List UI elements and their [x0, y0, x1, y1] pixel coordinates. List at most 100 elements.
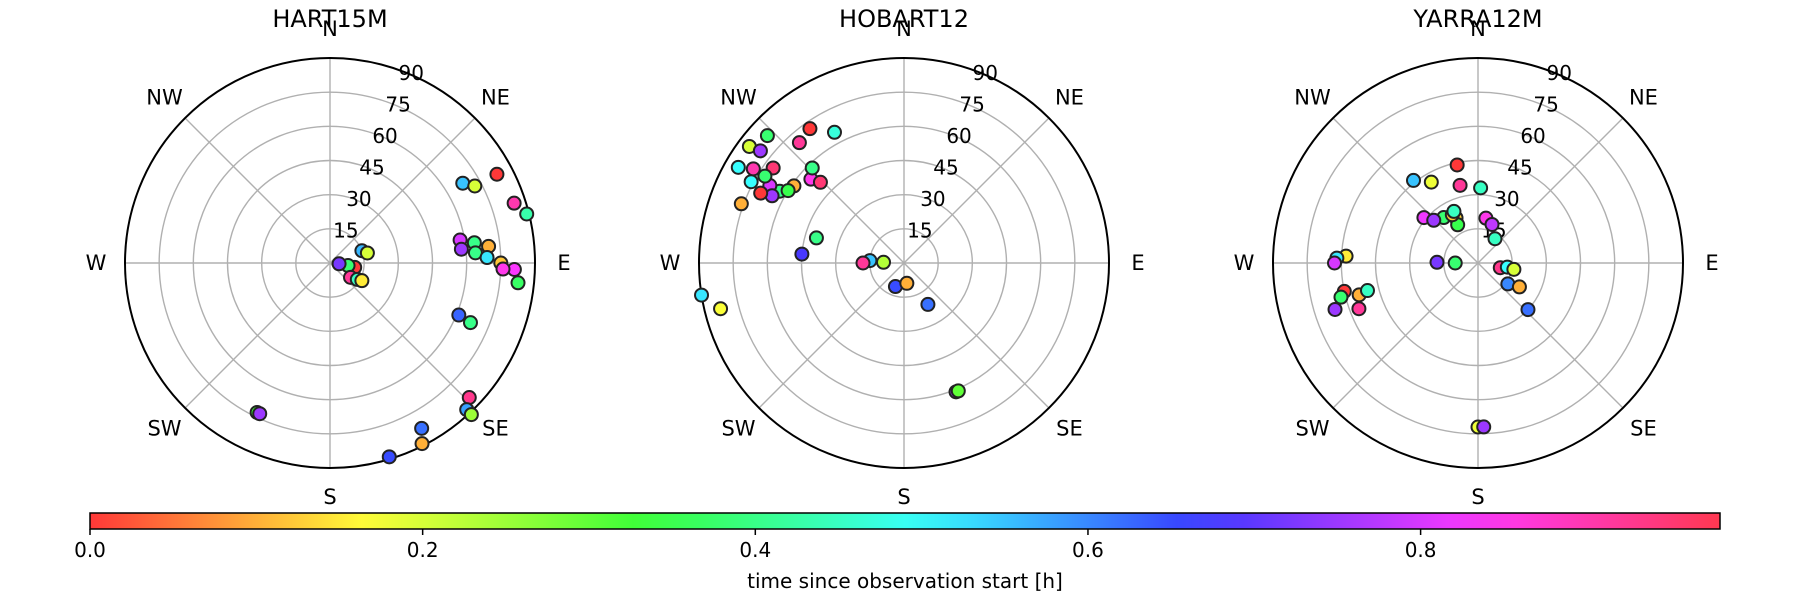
data-point [780, 183, 796, 199]
direction-label: SW [1295, 416, 1329, 440]
data-point [1429, 254, 1445, 270]
data-point [802, 121, 818, 137]
grid-spoke [329, 262, 476, 409]
data-point [733, 196, 749, 212]
data-point [1333, 289, 1349, 305]
radial-tick-label: 90 [398, 61, 423, 85]
radial-tick-label: 30 [346, 187, 371, 211]
data-point [752, 143, 768, 159]
data-point [1351, 301, 1367, 317]
plot-title: HART15M [272, 5, 387, 33]
direction-label: N [896, 17, 912, 41]
data-point [753, 185, 769, 201]
radial-tick-label: 75 [959, 92, 984, 116]
data-point [331, 256, 347, 272]
direction-label: W [660, 251, 681, 275]
data-point [510, 275, 526, 291]
grid-spoke [329, 117, 476, 264]
direction-label: SW [721, 416, 755, 440]
data-point [1487, 231, 1503, 247]
data-point [794, 246, 810, 262]
data-point [381, 449, 397, 465]
data-point [252, 406, 268, 422]
data-points [694, 121, 966, 400]
data-point [1511, 279, 1527, 295]
data-point [1476, 419, 1492, 435]
direction-label: NE [481, 86, 510, 110]
data-point [1446, 203, 1462, 219]
radial-tick-label: 45 [1507, 155, 1532, 179]
data-point [1359, 283, 1375, 299]
colorbar-tick-label: 0.8 [1405, 538, 1437, 562]
direction-label: NW [146, 86, 183, 110]
data-point [745, 161, 761, 177]
colorbar-tick-label: 0.2 [407, 538, 439, 562]
direction-label: W [86, 251, 107, 275]
polar-plot-hobart12: HOBART12 15 30 45 60 75 90 E NE N NW W SW S SE [660, 5, 1145, 509]
data-points [1327, 157, 1536, 435]
data-point [463, 407, 479, 423]
direction-label: SE [1056, 416, 1083, 440]
data-point [1447, 255, 1463, 271]
direction-label: SE [482, 416, 509, 440]
direction-label: NW [1294, 86, 1331, 110]
colorbar: time since observation start [h] 0.0 0.2 0… [74, 512, 1721, 593]
data-point [451, 307, 467, 323]
grid-spoke [903, 262, 1050, 409]
data-point [519, 206, 535, 222]
radial-tick-label: 90 [972, 61, 997, 85]
grid-spoke [1477, 262, 1624, 409]
data-point [804, 160, 820, 176]
data-point [467, 178, 483, 194]
data-point [808, 230, 824, 246]
radial-tick-label: 75 [1533, 92, 1558, 116]
direction-label: E [1131, 251, 1144, 275]
data-point [1506, 261, 1522, 277]
data-point [462, 315, 478, 331]
data-point [759, 128, 775, 144]
polar-grid [125, 58, 535, 468]
direction-label: S [323, 485, 336, 509]
direction-label: E [1705, 251, 1718, 275]
data-point [826, 124, 842, 140]
data-point [1327, 301, 1343, 317]
data-point [812, 174, 828, 190]
data-point [757, 168, 773, 184]
direction-label: W [1234, 251, 1255, 275]
direction-label: E [557, 251, 570, 275]
radial-tick-label: 15 [907, 219, 932, 243]
data-point [694, 287, 710, 303]
data-point [876, 254, 892, 270]
polar-frame [124, 57, 536, 469]
polar-plot-hart15m: HART15M 15 30 45 60 75 90 E NE N NW W SW S SE [86, 5, 571, 509]
data-point [950, 383, 966, 399]
data-point [1423, 174, 1439, 190]
data-point [1520, 302, 1536, 318]
data-point [730, 159, 746, 175]
direction-label: S [897, 485, 910, 509]
data-point [920, 296, 936, 312]
data-point [855, 255, 871, 271]
radial-tick-label: 60 [1520, 124, 1545, 148]
polar-grid [699, 58, 1109, 468]
radial-tick-label: 75 [385, 92, 410, 116]
radial-tick-label: 30 [920, 187, 945, 211]
grid-spoke [1332, 262, 1479, 409]
direction-label: NE [1055, 86, 1084, 110]
colorbar-tick-label: 0.4 [739, 538, 771, 562]
colorbar-gradient [89, 512, 1721, 530]
grid-spoke [1332, 117, 1479, 264]
data-point [1327, 255, 1342, 271]
direction-label: SW [147, 416, 181, 440]
data-point [1452, 177, 1468, 193]
data-point [479, 250, 495, 266]
plot-title: YARRA12M [1412, 5, 1542, 33]
direction-label: N [322, 17, 338, 41]
radial-tick-label: 45 [933, 155, 958, 179]
radial-tick-label: 30 [1494, 187, 1519, 211]
data-point [899, 275, 915, 291]
direction-label: NE [1629, 86, 1658, 110]
data-point [1473, 180, 1489, 196]
